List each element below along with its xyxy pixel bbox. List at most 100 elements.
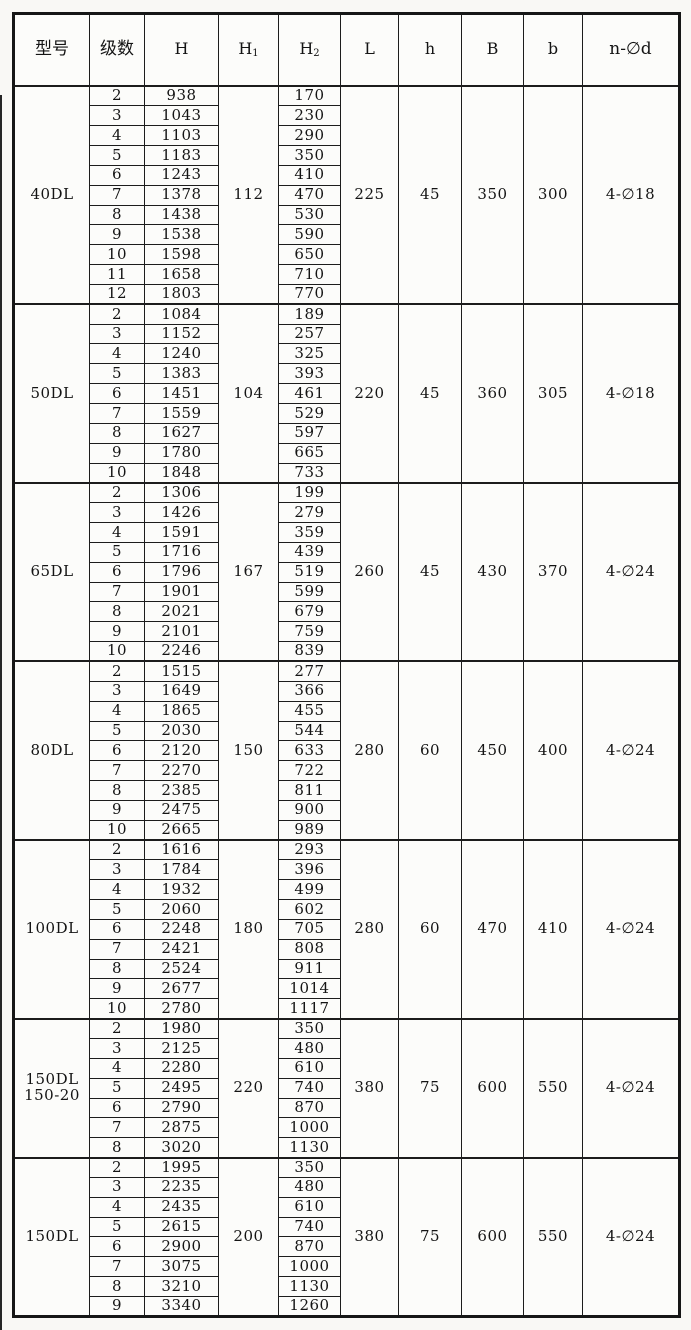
H-cell: 2665 xyxy=(144,819,219,841)
model-label: 50DL xyxy=(30,383,74,402)
H2-cell: 1014 xyxy=(278,978,341,1000)
H2-cell: 530 xyxy=(278,204,341,226)
H-cell: 2385 xyxy=(144,780,219,801)
H-cell: 2875 xyxy=(144,1117,219,1139)
H-cell: 1152 xyxy=(144,323,219,345)
H2-cell: 439 xyxy=(278,541,341,563)
model-label: 150DL xyxy=(25,1226,79,1245)
stage-cell: 7 xyxy=(89,1256,145,1278)
table-row: 8 1627 597 xyxy=(14,422,680,444)
nd-cell: 4-∅24 xyxy=(582,660,680,841)
H-cell: 3340 xyxy=(144,1295,219,1317)
H2-cell: 733 xyxy=(278,462,341,484)
b-cell: 300 xyxy=(523,84,583,305)
B-cell: 450 xyxy=(461,660,524,841)
table-row: 3 1043 230 xyxy=(14,105,680,127)
stage-cell: 5 xyxy=(89,363,145,385)
H-cell: 2421 xyxy=(144,938,219,960)
B-cell: 600 xyxy=(461,1156,524,1317)
H-cell: 1438 xyxy=(144,204,219,226)
H2-cell: 350 xyxy=(278,145,341,166)
H-cell: 1598 xyxy=(144,244,219,266)
header-subscript: 2 xyxy=(313,48,320,60)
H-cell: 2900 xyxy=(144,1236,219,1258)
H2-cell: 610 xyxy=(278,1196,341,1218)
header-L: L xyxy=(340,13,399,87)
stage-cell: 9 xyxy=(89,978,145,1000)
stage-cell: 10 xyxy=(89,641,145,662)
stage-cell: 6 xyxy=(89,1236,145,1258)
stage-cell: 7 xyxy=(89,184,145,206)
H2-cell: 461 xyxy=(278,383,341,404)
H-cell: 2280 xyxy=(144,1057,219,1079)
H2-cell: 544 xyxy=(278,720,341,742)
stage-cell: 9 xyxy=(89,621,145,643)
header-H1: H1 xyxy=(218,13,279,87)
table-row: 100DL 2 1616 180 293 280 60 470 410 4-∅24 xyxy=(13,839,680,1020)
header-label: 级数 xyxy=(100,39,134,60)
L-cell: 225 xyxy=(340,84,399,305)
table-row: 4 1240 325 xyxy=(14,343,680,365)
H2-cell: 1000 xyxy=(278,1256,341,1278)
H2-cell: 870 xyxy=(278,1236,341,1258)
stage-cell: 2 xyxy=(89,85,145,107)
H2-cell: 811 xyxy=(278,780,341,801)
model-label: 100DL xyxy=(25,919,79,938)
table-row: 10 1848 733 xyxy=(14,462,680,484)
header-label: H xyxy=(174,39,189,59)
H2-cell: 257 xyxy=(278,323,341,345)
scan-edge-artifact xyxy=(0,95,2,1330)
H-cell: 2435 xyxy=(144,1196,219,1218)
stage-cell: 5 xyxy=(89,1216,145,1238)
table-row: 150DL 2 1995 200 350 380 75 600 550 4-∅24 xyxy=(13,1156,680,1317)
stage-cell: 8 xyxy=(89,958,145,980)
model-label: 150-20 xyxy=(24,1086,80,1105)
H-cell: 1649 xyxy=(144,680,219,702)
H-cell: 1780 xyxy=(144,442,219,464)
H2-cell: 393 xyxy=(278,363,341,385)
table-row: 6 2900 870 xyxy=(14,1236,680,1258)
H-cell: 2246 xyxy=(144,641,219,662)
stage-cell: 3 xyxy=(89,859,145,881)
table-row: 9 3340 1260 xyxy=(14,1295,680,1317)
H-cell: 3210 xyxy=(144,1276,219,1297)
model-label: 40DL xyxy=(30,185,74,204)
stage-cell: 2 xyxy=(89,303,145,325)
H-cell: 1240 xyxy=(144,343,219,365)
h-cell: 75 xyxy=(398,1017,462,1159)
stage-cell: 11 xyxy=(89,264,145,285)
h-cell: 45 xyxy=(398,84,462,305)
table-row: 11 1658 710 xyxy=(14,264,680,285)
H-cell: 1796 xyxy=(144,561,219,583)
H-cell: 2248 xyxy=(144,918,219,940)
H-cell: 2101 xyxy=(144,621,219,643)
b-cell: 550 xyxy=(523,1017,583,1159)
B-cell: 470 xyxy=(461,839,524,1020)
model-cell: 65DL xyxy=(13,481,90,662)
h-cell: 45 xyxy=(398,303,462,484)
stage-cell: 6 xyxy=(89,164,145,186)
H2-cell: 529 xyxy=(278,403,341,424)
H-cell: 1426 xyxy=(144,502,219,524)
H-cell: 1538 xyxy=(144,224,219,246)
H-cell: 1980 xyxy=(144,1017,219,1039)
H-cell: 1658 xyxy=(144,264,219,285)
H2-cell: 665 xyxy=(278,442,341,464)
H2-cell: 279 xyxy=(278,502,341,524)
table-row: 5 1716 439 xyxy=(14,541,680,563)
H-cell: 2677 xyxy=(144,978,219,1000)
table-row: 3 1649 366 xyxy=(14,680,680,702)
header-label: B xyxy=(486,39,499,59)
B-cell: 430 xyxy=(461,481,524,662)
nd-cell: 4-∅24 xyxy=(582,839,680,1020)
H2-cell: 325 xyxy=(278,343,341,365)
H2-cell: 1260 xyxy=(278,1295,341,1317)
table-row: 9 2475 900 xyxy=(14,799,680,821)
H-cell: 1383 xyxy=(144,363,219,385)
model-label: 65DL xyxy=(30,562,74,581)
stage-cell: 10 xyxy=(89,244,145,266)
H2-cell: 590 xyxy=(278,224,341,246)
stage-cell: 5 xyxy=(89,899,145,920)
table-row: 7 1901 599 xyxy=(14,581,680,603)
